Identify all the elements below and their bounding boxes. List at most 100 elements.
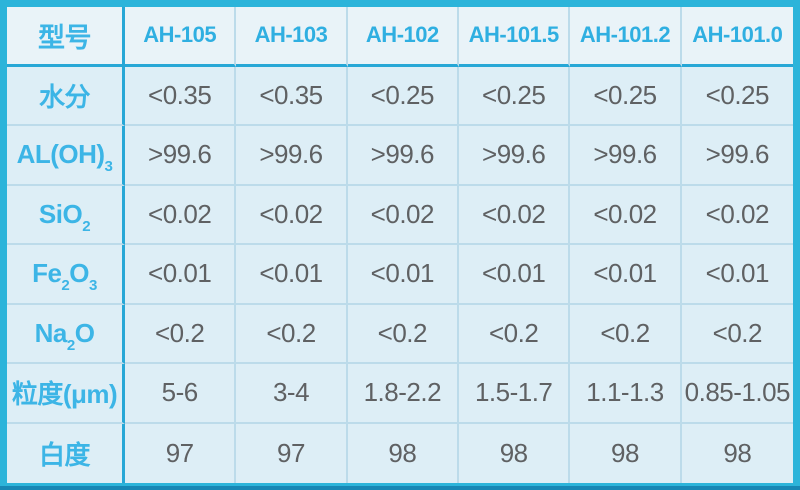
formula-text: SiO: [38, 198, 83, 229]
row-label-whiteness: 白度: [7, 423, 125, 483]
value-cell: 98: [459, 423, 571, 483]
value-cell: >99.6: [459, 126, 571, 186]
value-text: 98: [723, 437, 752, 468]
formula-text: O: [74, 317, 95, 348]
header-cell-model-label: 型号: [7, 7, 125, 67]
model-label-text: 型号: [38, 22, 92, 53]
value-cell: 98: [347, 423, 459, 483]
value-cell: <0.2: [125, 304, 237, 364]
value-cell: 0.85-1.05: [681, 364, 793, 424]
value-cell: 3-4: [236, 364, 348, 424]
row-label-text: 水分: [38, 81, 91, 112]
value-cell: >99.6: [681, 126, 793, 186]
value-text: <0.25: [593, 79, 657, 110]
value-cell: <0.2: [681, 304, 793, 364]
value-text: <0.01: [148, 258, 212, 289]
value-text: <0.25: [705, 79, 770, 110]
header-text: AH-101.5: [468, 22, 560, 48]
header-text: AH-101.2: [579, 22, 671, 48]
header-cell-ah102: AH-102: [347, 7, 459, 67]
value-cell: >99.6: [347, 126, 459, 186]
value-text: <0.2: [712, 317, 763, 348]
value-text: <0.2: [377, 317, 428, 348]
value-text: 98: [611, 437, 639, 468]
value-cell: <0.01: [236, 245, 348, 305]
row-label-aluminium-hydroxide: AL(OH)3: [7, 126, 125, 186]
value-text: >99.6: [705, 139, 770, 170]
value-cell: <0.01: [347, 245, 459, 305]
value-text: >99.6: [148, 139, 212, 170]
value-text: >99.6: [259, 139, 323, 170]
spec-table-grid: 型号 AH-105 AH-103 AH-102 AH-101.5 AH-101.…: [7, 7, 793, 483]
value-text: <0.35: [148, 79, 212, 110]
formula-text: O: [69, 258, 90, 289]
value-text: >99.6: [593, 139, 657, 170]
value-text: <0.2: [600, 317, 650, 348]
formula-subscript: 2: [82, 217, 91, 235]
value-cell: >99.6: [570, 126, 682, 186]
value-text: <0.01: [705, 258, 770, 289]
header-cell-ah101-2: AH-101.2: [570, 7, 682, 67]
value-text: 3-4: [272, 377, 310, 408]
formula-subscript: 3: [104, 158, 113, 176]
value-cell: <0.35: [125, 66, 237, 126]
value-cell: <0.02: [570, 185, 682, 245]
value-text: <0.02: [148, 198, 212, 229]
value-cell: 1.1-1.3: [570, 364, 682, 424]
value-cell: 1.5-1.7: [459, 364, 571, 424]
value-cell: <0.01: [570, 245, 682, 305]
value-cell: >99.6: [236, 126, 348, 186]
value-text: 97: [165, 437, 194, 468]
value-text: 98: [499, 437, 528, 468]
row-label-sodium-oxide: Na2O: [7, 304, 125, 364]
value-cell: <0.2: [459, 304, 571, 364]
value-cell: 97: [125, 423, 237, 483]
header-text: AH-101.0: [692, 22, 783, 48]
header-cell-ah101-0: AH-101.0: [681, 7, 793, 67]
value-text: <0.01: [482, 258, 546, 289]
row-label-text: Na2O: [34, 317, 95, 353]
row-label-text: Fe2O3: [32, 258, 97, 293]
header-cell-ah105: AH-105: [125, 7, 237, 67]
value-cell: 98: [681, 423, 793, 483]
value-text: <0.02: [259, 198, 323, 229]
value-text: <0.02: [705, 198, 770, 229]
row-label-text: 白度: [38, 439, 91, 470]
formula-subscript: 2: [61, 277, 70, 295]
value-cell: <0.01: [681, 245, 793, 305]
row-label-text: SiO2: [38, 198, 91, 234]
value-cell: <0.01: [459, 245, 571, 305]
value-cell: <0.02: [681, 185, 793, 245]
value-text: 1.8-2.2: [363, 377, 442, 408]
header-text: AH-103: [254, 22, 328, 48]
value-cell: <0.02: [236, 185, 348, 245]
header-text: AH-105: [143, 22, 217, 48]
value-text: >99.6: [482, 139, 546, 170]
formula-text: Na: [34, 317, 68, 348]
value-text: <0.2: [489, 317, 539, 348]
table-bottom-edge-accent: [0, 486, 800, 490]
row-label-ferric-oxide: Fe2O3: [7, 245, 125, 305]
value-cell: <0.2: [347, 304, 459, 364]
value-cell: <0.01: [125, 245, 237, 305]
header-cell-ah103: AH-103: [236, 7, 348, 67]
value-text: <0.2: [266, 317, 316, 348]
value-cell: >99.6: [125, 126, 237, 186]
formula-subscript: 2: [66, 336, 75, 354]
value-cell: <0.25: [459, 66, 571, 126]
value-text: <0.35: [259, 79, 323, 110]
formula-subscript: 3: [89, 277, 97, 295]
value-cell: <0.35: [236, 66, 348, 126]
header-cell-ah101-5: AH-101.5: [459, 7, 571, 67]
value-cell: <0.02: [125, 185, 237, 245]
value-cell: <0.25: [570, 66, 682, 126]
value-cell: 97: [236, 423, 348, 483]
formula-text: AL(OH): [16, 139, 105, 170]
value-cell: 98: [570, 423, 682, 483]
header-text: AH-102: [365, 22, 439, 48]
value-text: 0.85-1.05: [684, 377, 791, 408]
value-text: <0.25: [482, 79, 546, 110]
value-text: <0.01: [370, 258, 435, 289]
row-label-text: AL(OH)3: [16, 139, 113, 174]
